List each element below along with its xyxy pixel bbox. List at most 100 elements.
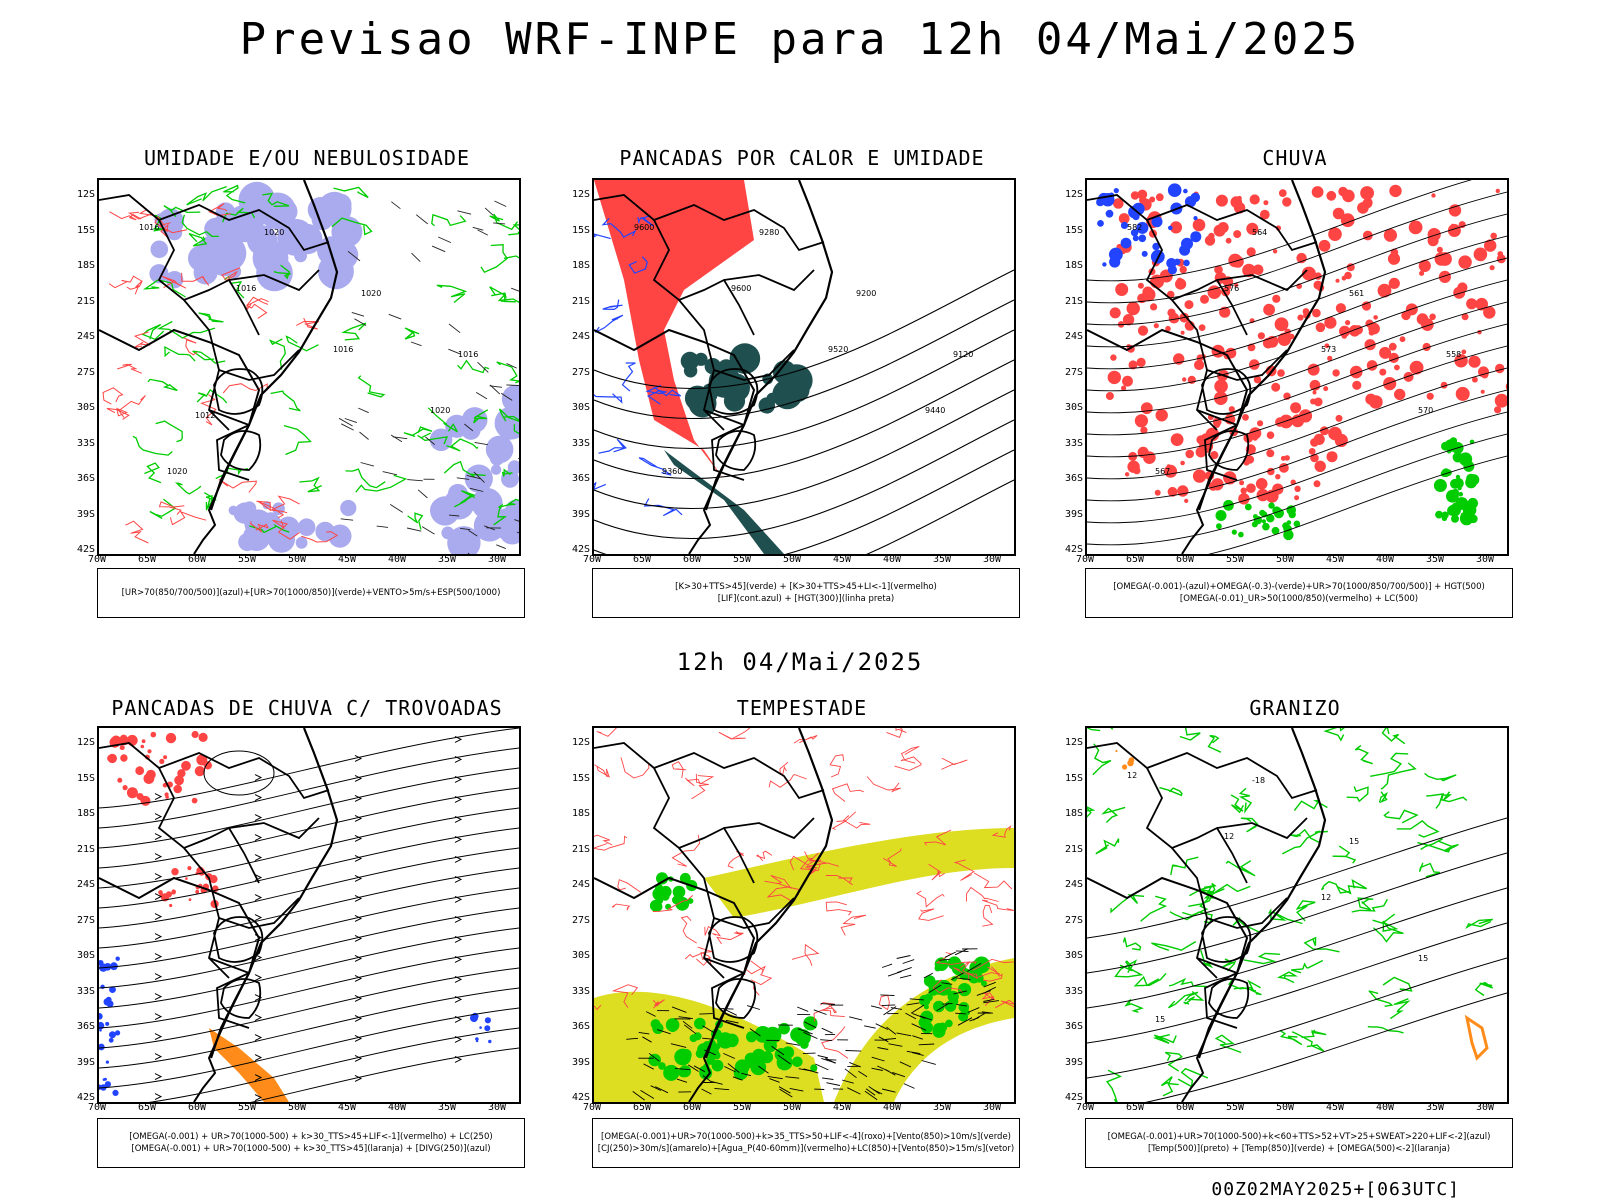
precipitable-water-contour [924,829,952,846]
humidity-mid-level-area [471,488,503,520]
wind-arrow [454,795,463,803]
wind850-vector [676,1078,688,1083]
hgt500-contour [1087,279,1507,392]
wind850-vector [769,1078,780,1083]
rain-area [1255,478,1268,490]
temp850-contour [1295,900,1316,922]
precipitable-water-contour [671,834,701,867]
hgt500-contour [1087,345,1507,458]
omega-blue-area [1136,221,1149,234]
contour-label: -18 [1252,776,1265,785]
wind850-vector [888,1043,903,1047]
rain-area [1318,239,1331,252]
wind850-vector [939,958,950,961]
longitude-tick-label: 65W [1125,1102,1145,1113]
humidity-low-level-contour [513,424,519,435]
rain-area [1373,315,1378,320]
divergence-blue-area [475,1039,479,1043]
rain-area [1408,220,1423,235]
latitude-tick-label: 18S [76,808,95,819]
rain-area [1473,247,1488,262]
wind-arrow [354,915,363,922]
wind850-vector [896,955,911,959]
wind-vector [344,418,358,424]
contour-label: 1020 [361,289,381,298]
humidity-low-level-contour [454,490,476,508]
omega-green-area [1433,479,1447,492]
wind-vector [468,530,478,537]
thickness-contour [200,394,217,426]
longitude-tick-label: 60W [1175,1102,1195,1113]
precipitable-water-contour [755,850,773,862]
wind850-vector [983,998,994,1002]
wind850-vector [785,1042,800,1046]
temp500-contour [1087,817,1507,939]
rain-area [1231,255,1244,268]
wind850-vector [912,1012,926,1019]
forecast-map [97,726,521,1104]
wind850-vector [969,1017,980,1022]
longitude-tick-label: 55W [237,554,257,565]
latitude-tick-label: 24S [76,331,95,342]
rain-area [1310,438,1319,447]
wind-arrow [154,813,163,821]
streamline [99,807,519,889]
longitude-tick-label: 70W [582,1102,602,1113]
humidity-low-level-contour [181,214,219,238]
wind-arrow [154,933,163,941]
rain-area [1208,232,1215,240]
state-border [208,409,250,426]
omega-green-area [1215,510,1227,521]
precipitable-water-contour [995,999,1014,1009]
rain-area [1234,282,1239,288]
temp850-contour [1188,883,1251,907]
hgt500-contour [1087,257,1507,370]
rain-area [1484,239,1497,252]
wind-vector [421,526,435,535]
hgt300-contour [594,329,1014,450]
wind850-green-area [711,1059,724,1072]
divergence-blue-area [479,1026,482,1029]
humidity-mid-level-area [507,460,519,475]
contour-label: 1016 [236,284,256,293]
hgt500-contour [1207,455,1507,554]
convection-green-area [722,374,740,393]
wind850-vector [911,1052,924,1056]
omega-green-area [1457,498,1465,506]
longitude-tick-label: 40W [387,1102,407,1113]
wind-arrow [454,995,463,1003]
precipitable-water-contour [718,728,751,740]
rain-area [1166,464,1171,469]
contour-label: 15 [1418,954,1428,963]
contour-label: 1016 [139,223,159,232]
omega-green-area [1443,442,1450,448]
wind850-vector [802,1052,816,1055]
rain-area [1150,303,1158,311]
thunderstorm-red-area [165,891,172,898]
latitude-tick-label: 24S [1064,879,1083,890]
longitude-tick-label: 65W [1125,554,1145,565]
rain-area [1490,232,1497,240]
temp850-contour [1357,897,1374,911]
wind850-green-area [774,1048,788,1061]
streamline [99,867,519,949]
wind-vector [466,474,482,480]
precipitable-water-contour [981,990,996,1007]
panel-legend: [UR>70(850/700/500)](azul)+[UR>70(1000/8… [97,568,525,618]
wind850-vector [777,1054,791,1065]
temp850-contour [1390,998,1411,1020]
temp850-contour [1380,762,1417,790]
omega-green-area [1458,491,1463,497]
wind-vector [449,514,460,517]
wind850-green-area [687,898,694,904]
wind850-vector [918,1043,935,1046]
temp850-contour [1182,891,1210,917]
state-border [594,194,755,336]
humidity-low-level-contour [355,474,408,493]
precipitable-water-contour [813,1003,838,1022]
thickness-contour [125,520,149,544]
state-border [1206,349,1288,381]
thickness-contour [158,501,185,515]
wind850-vector [714,1087,730,1091]
divergence-blue-area [108,1037,114,1043]
